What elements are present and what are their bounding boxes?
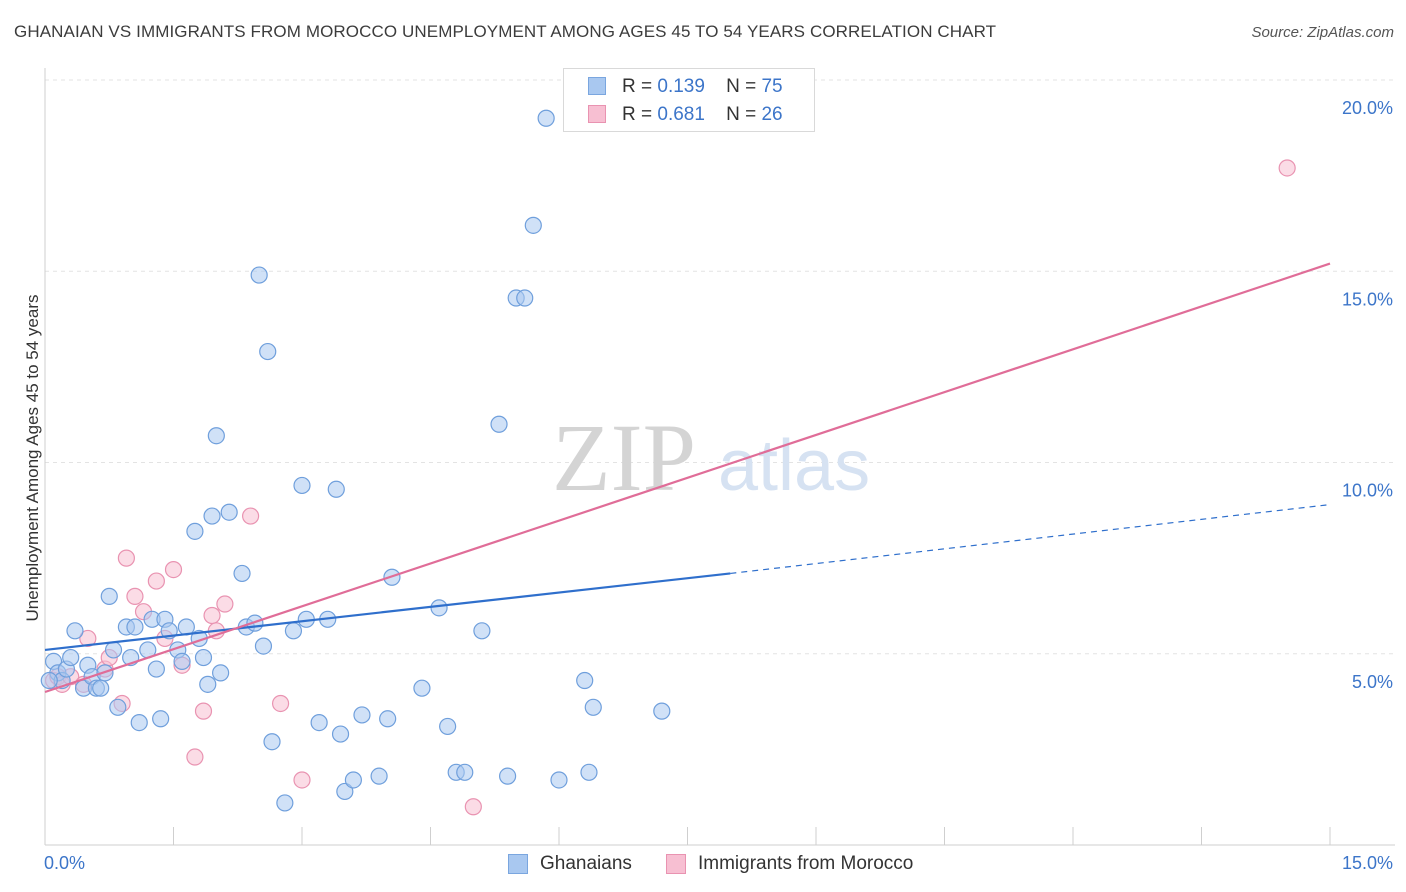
morocco-point: [147, 572, 165, 590]
ghanaian-point: [220, 503, 238, 521]
ghanaian-point: [284, 622, 303, 640]
ghanaian-point: [259, 342, 277, 361]
legend-swatch-pink: [588, 105, 606, 123]
trend-lines: [44, 262, 1331, 694]
legend-r-label: R =: [622, 104, 653, 125]
ghanaian-point: [207, 427, 225, 445]
ghanaian-point: [524, 216, 542, 234]
ghanaian-point: [310, 713, 328, 732]
bottom-legend-label: Ghanaians: [540, 853, 632, 874]
ghanaian-point: [62, 648, 80, 667]
legend-n-value: 26: [761, 104, 783, 125]
morocco-point: [186, 748, 204, 766]
bottom-legend-label: Immigrants from Morocco: [698, 853, 914, 874]
legend-n-label: N =: [726, 104, 757, 125]
ghanaian-point: [537, 109, 555, 127]
ghanaian-point: [126, 618, 144, 636]
ghanaian-trend-extension: [730, 503, 1331, 575]
legend-n-label: N =: [726, 76, 757, 97]
ghanaian-point: [147, 660, 165, 678]
ghanaian-point: [173, 652, 191, 671]
ghanaian-point: [344, 771, 362, 789]
ghanaian-point: [276, 794, 294, 812]
morocco-point: [293, 771, 311, 789]
morocco-point: [242, 507, 260, 525]
morocco-point: [464, 798, 482, 816]
ghanaian-point: [379, 710, 397, 728]
morocco-point: [164, 560, 183, 579]
ghanaian-point: [130, 713, 148, 732]
ghanaian-point: [186, 522, 204, 540]
ghanaian-point: [104, 641, 123, 659]
tick-labels: 5.0% 10.0% 15.0% 20.0% 0.0% 15.0%: [44, 98, 1393, 873]
ghanaian-point: [353, 706, 371, 724]
ghanaian-point: [109, 698, 127, 716]
y-tick-label: 10.0%: [1342, 481, 1393, 501]
axes: [44, 68, 1395, 846]
ghanaian-point: [100, 587, 118, 605]
ghanaian-point: [194, 648, 213, 667]
ghanaian-point: [293, 476, 311, 495]
y-tick-label: 15.0%: [1342, 289, 1393, 309]
watermark-atlas: atlas: [718, 426, 870, 506]
ghanaian-point: [250, 266, 268, 284]
morocco-point: [194, 702, 213, 720]
bottom-legend-swatch-blue: [508, 854, 528, 874]
ghanaian-point: [516, 289, 534, 307]
ghanaian-point: [439, 717, 457, 736]
y-tick-label: 20.0%: [1342, 98, 1393, 118]
ghanaian-point: [92, 679, 110, 697]
ghanaian-point: [370, 767, 388, 785]
ghanaian-point: [254, 637, 273, 655]
morocco-point: [203, 606, 221, 625]
legend-r-value: 0.681: [657, 104, 705, 125]
legend-swatch-blue: [588, 77, 606, 95]
ghanaian-point: [212, 664, 230, 682]
ghanaian-point: [490, 415, 508, 433]
ghanaian-point: [331, 725, 350, 743]
y-tick-label: 5.0%: [1352, 672, 1393, 692]
ghanaian-point: [430, 599, 448, 617]
ghanaian-point: [580, 763, 598, 781]
y-axis-label: Unemployment Among Ages 45 to 54 years: [23, 295, 42, 622]
ghanaian-point: [327, 480, 345, 498]
morocco-point: [1278, 159, 1296, 177]
ghanaian-point: [576, 671, 594, 690]
stats-legend: R = 0.139 N = 75 R = 0.681 N = 26: [563, 68, 815, 132]
morocco-trend-line: [44, 262, 1331, 694]
ghanaian-point: [550, 771, 568, 789]
ghanaian-trend-line: [44, 572, 731, 652]
bottom-legend-swatch-pink: [666, 854, 686, 874]
legend-n-value: 75: [761, 76, 783, 97]
ghanaian-points: [40, 109, 671, 812]
morocco-point: [117, 549, 135, 567]
ghanaian-point: [40, 671, 58, 690]
ghanaian-point: [152, 710, 170, 728]
ghanaian-point: [199, 675, 217, 693]
ghanaian-point: [456, 763, 474, 781]
morocco-point: [271, 694, 290, 713]
ghanaian-point: [66, 622, 84, 640]
ghanaian-point: [203, 507, 221, 525]
watermark-zip: ZIP: [552, 404, 696, 511]
ghanaian-point: [263, 733, 281, 751]
x-tick-label: 0.0%: [44, 853, 85, 873]
ghanaian-point: [584, 698, 602, 716]
chart-title: GHANAIAN VS IMMIGRANTS FROM MOROCCO UNEM…: [14, 22, 997, 41]
source-label: Source: ZipAtlas.com: [1251, 24, 1394, 41]
morocco-point: [216, 595, 234, 613]
ghanaian-point: [653, 702, 671, 720]
ghanaian-point: [499, 767, 517, 785]
legend-r-label: R =: [622, 76, 653, 97]
ghanaian-point: [473, 622, 491, 640]
x-tick-label: 15.0%: [1342, 853, 1393, 873]
ghanaian-point: [413, 679, 431, 697]
legend-r-value: 0.139: [657, 76, 705, 97]
ghanaian-point: [233, 564, 251, 583]
ghanaian-point: [336, 782, 354, 801]
morocco-point: [126, 587, 144, 605]
morocco-point: [79, 629, 97, 648]
